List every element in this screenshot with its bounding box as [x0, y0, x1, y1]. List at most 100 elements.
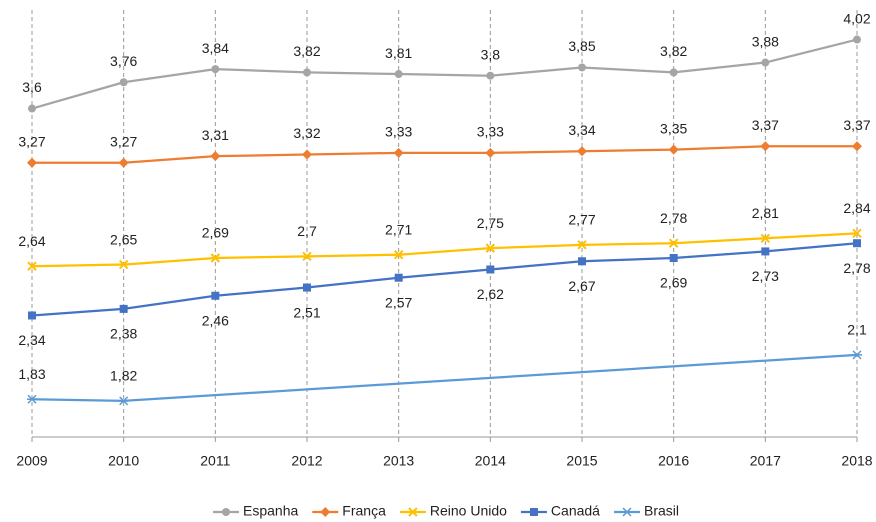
data-label: 2,67: [568, 278, 595, 294]
line-segment: [764, 242, 859, 253]
marker: [303, 283, 311, 292]
data-label: 3,84: [202, 40, 229, 56]
marker: [485, 243, 496, 253]
marker: [669, 68, 678, 77]
line-segment: [214, 67, 309, 74]
marker: [119, 304, 128, 313]
data-label: 3,76: [110, 53, 137, 69]
series: 1,83 1,82 2,1: [18, 322, 867, 406]
legend-marker: [621, 507, 632, 517]
data-label: 2,38: [110, 326, 137, 342]
data-label: 2,7: [297, 223, 317, 239]
marker: [27, 157, 37, 168]
line-segment: [489, 260, 584, 271]
data-label: 2,73: [752, 268, 779, 284]
marker: [27, 261, 37, 271]
line-segment: [305, 71, 400, 76]
marker: [852, 228, 862, 239]
marker: [578, 257, 586, 266]
legend-item: Canadá: [520, 503, 600, 519]
line-segment: [580, 256, 675, 263]
line-segment: [397, 268, 492, 279]
data-label: 2,51: [293, 304, 320, 320]
marker: [761, 58, 770, 67]
data-label: 2,78: [843, 260, 870, 276]
data-label: 2,84: [843, 200, 870, 216]
line-segment: [30, 307, 125, 317]
x-tick-label: 2018: [841, 453, 872, 469]
marker: [486, 71, 495, 80]
marker: [118, 396, 129, 406]
legend-marker: [222, 508, 231, 516]
data-label: 3,27: [110, 133, 137, 149]
data-label: 2,34: [18, 332, 45, 348]
legend-label: Brasil: [644, 503, 679, 519]
legend-marker: [529, 508, 538, 516]
line-segment: [764, 232, 859, 240]
legend-item: Reino Unido: [399, 503, 507, 519]
data-label: 2,57: [385, 294, 412, 310]
marker: [668, 238, 679, 248]
marker: [302, 251, 312, 262]
line-segment: [122, 155, 217, 164]
marker: [577, 240, 587, 250]
marker: [27, 394, 37, 404]
line-segment: [214, 286, 309, 297]
x-tick-label: 2016: [658, 453, 689, 469]
marker: [485, 147, 496, 158]
legend-label: Espanha: [243, 503, 298, 519]
line-segment: [122, 353, 859, 402]
line-segment: [397, 247, 492, 256]
marker: [761, 247, 770, 256]
legend-marker: [320, 507, 331, 517]
marker: [119, 78, 128, 87]
marker: [486, 265, 495, 274]
marker: [210, 253, 221, 263]
line-segment: [122, 256, 217, 266]
line-segment: [30, 398, 125, 402]
legend-marker: [408, 507, 418, 517]
data-label: 3,35: [660, 120, 687, 136]
marker: [28, 311, 36, 320]
marker: [118, 157, 129, 168]
line-segment: [397, 72, 492, 77]
data-label: 3,33: [385, 124, 412, 140]
data-label: 3,82: [293, 43, 320, 59]
marker: [118, 259, 129, 270]
marker: [760, 233, 771, 243]
marker: [852, 350, 862, 360]
marker: [302, 149, 312, 160]
marker: [668, 144, 679, 155]
line-segment: [489, 243, 584, 250]
legend-item: Espanha: [213, 503, 298, 519]
legend: Espanha França Reino Unido Canadá Brasil: [213, 503, 679, 519]
data-label: 2,65: [110, 231, 137, 247]
line-segment: [672, 61, 767, 74]
data-label: 2,1: [847, 322, 867, 338]
marker: [211, 291, 220, 300]
line-segment: [214, 255, 309, 260]
data-label: 2,62: [477, 286, 504, 302]
data-label: 2,64: [18, 233, 45, 249]
line-segment: [672, 145, 767, 151]
data-label: 3,34: [568, 122, 595, 138]
marker: [669, 253, 678, 262]
data-label: 3,37: [843, 117, 870, 133]
marker: [853, 239, 861, 248]
line-segment: [580, 242, 675, 246]
data-label: 1,82: [110, 368, 137, 384]
marker: [394, 273, 403, 282]
data-label: 2,69: [202, 225, 229, 241]
line-segment: [580, 148, 675, 153]
marker: [210, 151, 221, 162]
line-segment: [122, 294, 217, 311]
line-segment: [764, 38, 859, 64]
legend-label: Canadá: [551, 503, 600, 519]
marker: [211, 65, 220, 74]
marker: [28, 104, 36, 113]
x-tick-label: 2013: [383, 453, 414, 469]
line-segment: [305, 151, 400, 156]
line-segment: [122, 67, 217, 84]
line-segment: [214, 153, 309, 158]
legend-label: Reino Unido: [430, 503, 507, 519]
